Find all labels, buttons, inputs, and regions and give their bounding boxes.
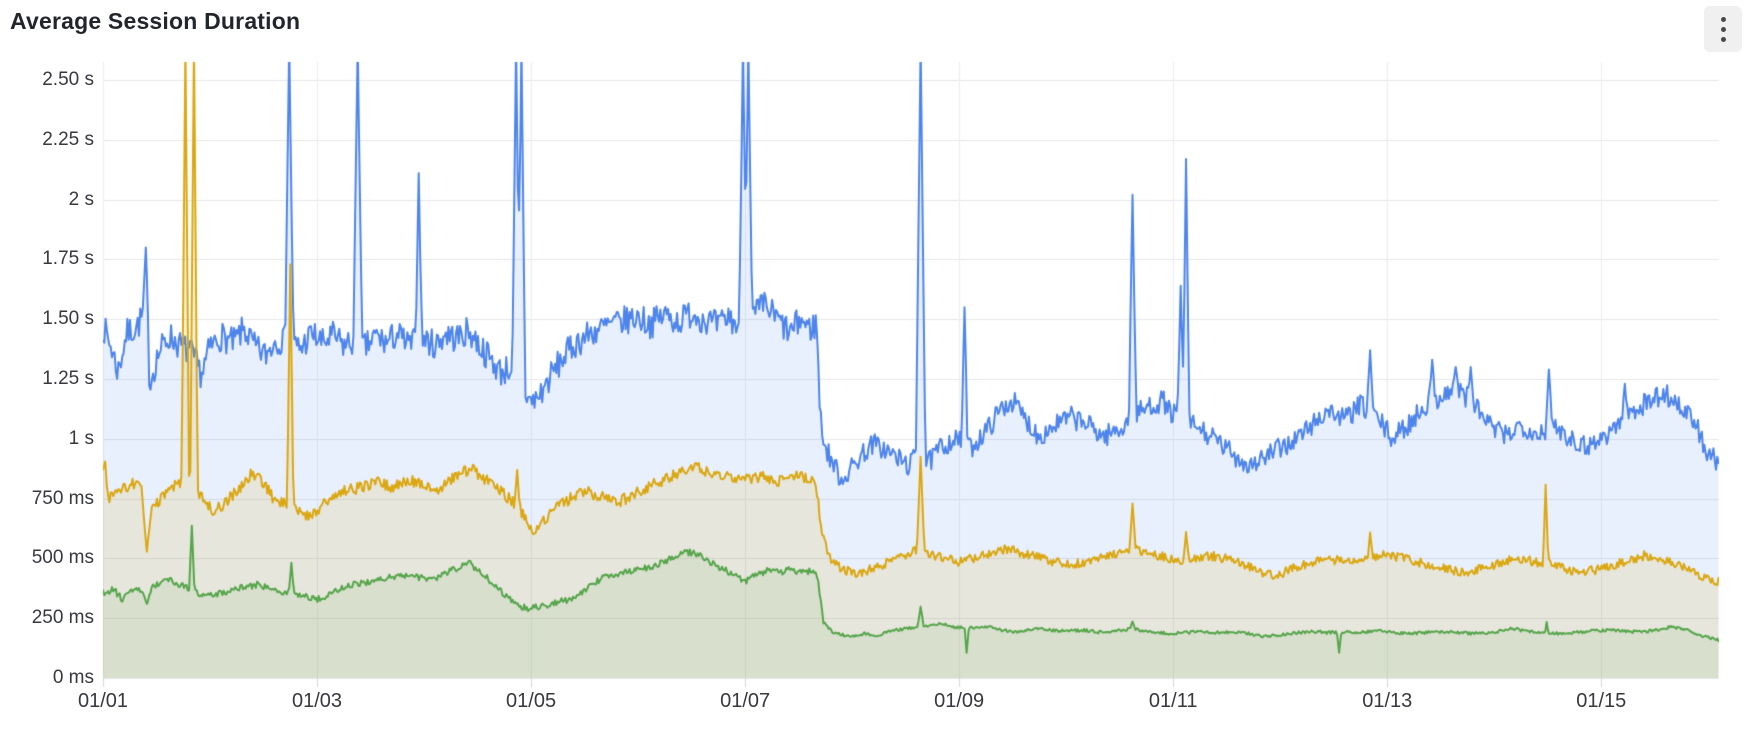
y-axis-tick-label: 2.25 s [42,128,94,150]
y-axis-tick-label: 0 ms [52,667,94,688]
kebab-vertical-icon [1720,16,1726,42]
panel-menu-button[interactable] [1704,6,1742,52]
x-axis-tick-label: 01/03 [292,690,343,712]
y-axis-tick-label: 1.75 s [42,248,94,270]
y-axis-tick-label: 750 ms [31,487,94,509]
x-axis-tick-label: 01/09 [934,690,985,712]
x-axis-tick-label: 01/13 [1362,690,1413,712]
y-axis-tick-label: 2 s [68,188,94,210]
y-axis-tick-label: 1.25 s [42,368,94,389]
x-axis-tick-label: 01/05 [506,690,557,712]
x-axis-tick-label: 01/11 [1148,690,1198,712]
x-axis-tick-label: 01/15 [1576,690,1627,712]
y-axis-tick-label: 500 ms [31,547,94,569]
y-axis-tick-label: 1 s [68,427,94,449]
x-axis-tick-label: 01/01 [77,690,129,712]
panel-title: Average Session Duration [10,8,301,34]
y-axis-tick-label: 2.50 s [42,69,94,90]
x-axis-tick-label: 01/07 [720,690,771,712]
y-axis-tick-label: 250 ms [31,607,94,629]
y-axis-tick-label: 1.50 s [42,308,94,330]
